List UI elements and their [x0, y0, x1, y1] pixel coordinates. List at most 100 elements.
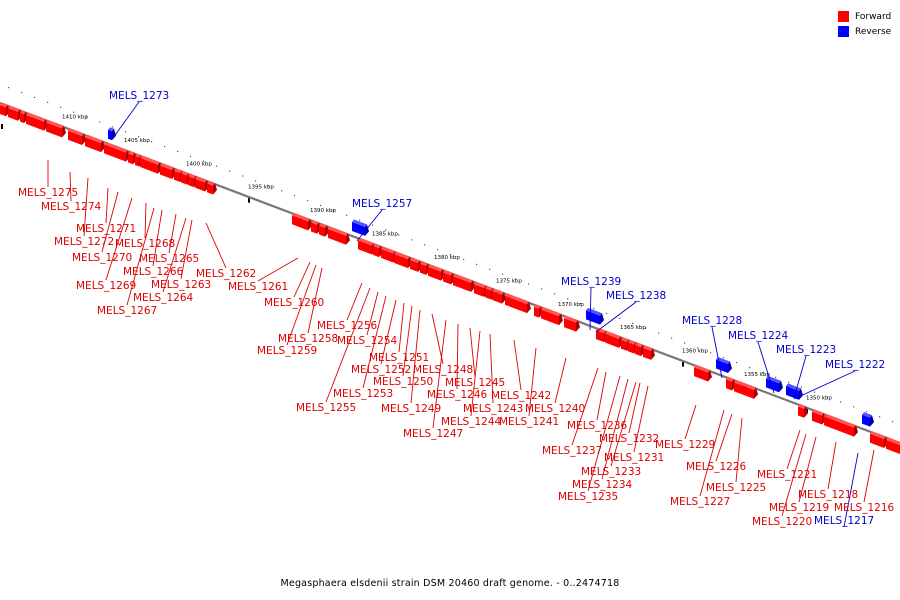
forward-gene-arrow — [85, 134, 105, 153]
gene-body — [534, 306, 539, 318]
gene-label: MELS_1224 — [728, 330, 788, 342]
scale-dot — [333, 209, 335, 211]
gene-label: MELS_1232 — [599, 433, 659, 445]
leader-line — [513, 339, 522, 391]
leader-line — [628, 382, 641, 434]
gene-body — [786, 385, 799, 400]
leader-line — [168, 213, 177, 254]
gene-body — [862, 414, 870, 427]
forward-gene-arrow — [812, 409, 826, 425]
gene-label: MELS_1246 — [427, 389, 487, 401]
gene-body — [358, 240, 372, 255]
forward-gene-arrow — [26, 112, 48, 131]
forward-gene-arrow — [505, 293, 531, 314]
leader-line — [105, 187, 109, 224]
gene-body — [453, 276, 471, 292]
gene-top — [352, 219, 367, 227]
scale-dot — [632, 322, 634, 324]
gene-body — [311, 222, 317, 234]
scale-tick-label: 1350 kbp — [806, 396, 832, 402]
gene-top — [474, 281, 486, 288]
gene-top — [46, 119, 64, 129]
gene-top — [104, 141, 128, 153]
gene-top — [586, 307, 602, 316]
gene-label: MELS_1269 — [76, 280, 136, 292]
scale-dot — [372, 224, 374, 226]
leader-line — [793, 370, 856, 400]
scale-dot — [736, 362, 738, 364]
legend-forward: Forward — [838, 9, 891, 24]
leader-line — [432, 319, 447, 429]
gene-body — [766, 378, 779, 393]
gene-label: MELS_1222 — [825, 359, 885, 371]
legend-reverse-label: Reverse — [855, 26, 892, 37]
leader-line — [735, 417, 743, 483]
gene-tip — [101, 140, 105, 153]
gene-label: MELS_1234 — [572, 479, 632, 491]
leader-line — [684, 404, 697, 440]
gene-top — [812, 409, 824, 416]
gene-top — [734, 379, 756, 390]
gene-label: MELS_1273 — [109, 90, 169, 102]
scale-dot — [554, 293, 556, 295]
forward-gene-arrow — [8, 105, 22, 121]
scale-dot — [593, 308, 595, 310]
scale-dot — [515, 278, 517, 280]
gene-tip — [365, 224, 369, 236]
leader-line — [325, 287, 371, 403]
gene-label: MELS_1237 — [542, 445, 602, 457]
gene-body — [485, 288, 491, 300]
gene-tip — [82, 133, 86, 145]
legend-forward-label: Forward — [855, 11, 892, 22]
gene-tip — [799, 388, 803, 400]
gene-body — [195, 178, 205, 192]
forward-gene-arrow — [328, 226, 350, 245]
gene-tip — [754, 387, 758, 399]
scale-dot — [177, 150, 179, 153]
leader-line — [380, 299, 397, 365]
gene-body — [140, 157, 158, 174]
gene-tip — [62, 125, 66, 138]
scale-dot — [34, 96, 36, 98]
gene-body — [373, 245, 379, 258]
scale-tick-label: 1405 kbp — [124, 138, 150, 144]
scale-dot — [866, 411, 868, 413]
forward-gene-arrow — [824, 413, 858, 437]
leader-line — [633, 385, 649, 453]
gene-top — [420, 261, 428, 266]
gene-top — [292, 212, 310, 222]
gene-top — [492, 288, 504, 295]
gene-top — [410, 257, 420, 263]
leader-line — [489, 333, 494, 404]
scale-tick-label: 1410 kbp — [62, 114, 88, 120]
leader-line — [571, 367, 599, 446]
gene-top — [20, 110, 26, 115]
scale-dot — [411, 239, 413, 241]
gene-label: MELS_1266 — [123, 266, 183, 278]
gene-body — [20, 112, 24, 124]
forward-gene-arrow — [140, 155, 162, 174]
scale-dot — [294, 195, 296, 197]
scale-dot — [138, 136, 140, 138]
leader-line — [112, 101, 140, 139]
gene-top — [319, 223, 327, 228]
gene-label: MELS_1268 — [115, 238, 175, 250]
gene-body — [410, 259, 418, 272]
forward-gene-arrow — [541, 306, 563, 326]
gene-tip — [213, 182, 217, 195]
gene-label: MELS_1249 — [381, 403, 441, 415]
gene-label: MELS_1219 — [769, 502, 829, 514]
gene-body — [564, 318, 576, 332]
scale-dot — [281, 190, 283, 192]
gene-body — [174, 170, 180, 182]
gene-body — [420, 263, 426, 275]
gene-label: MELS_1243 — [463, 403, 523, 415]
forward-gene-arrow — [870, 431, 888, 448]
leader-line — [843, 452, 859, 528]
gene-body — [628, 342, 634, 354]
gene-label: MELS_1220 — [752, 516, 812, 528]
gene-body — [394, 253, 408, 269]
scale-dot — [749, 367, 751, 369]
gene-tip — [854, 425, 858, 437]
gene-label: MELS_1261 — [228, 281, 288, 293]
